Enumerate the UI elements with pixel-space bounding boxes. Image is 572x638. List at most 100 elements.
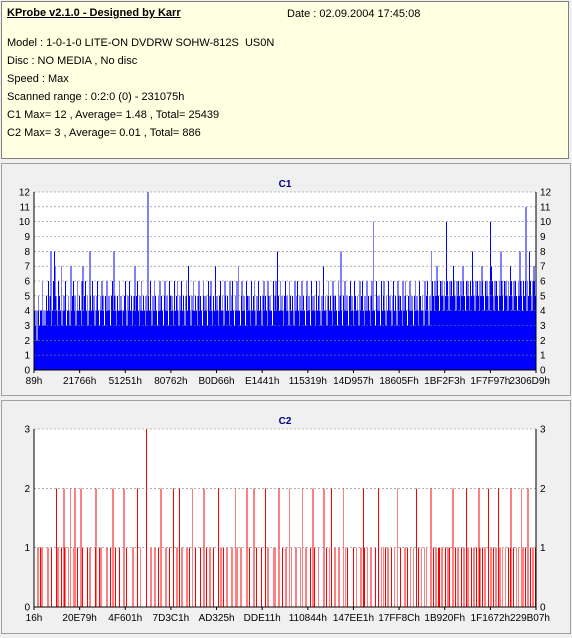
c1-bar bbox=[323, 266, 324, 370]
c1-bar bbox=[122, 325, 124, 370]
c2-bar bbox=[347, 547, 348, 607]
c1-bar bbox=[79, 310, 81, 370]
c2-bar bbox=[186, 547, 188, 607]
info-panel: KProbe v2.1.0 - Designed by Karr Date : … bbox=[1, 1, 569, 159]
c1-bar bbox=[388, 281, 389, 370]
c1-bar bbox=[292, 310, 294, 370]
c1-bar bbox=[420, 295, 421, 370]
c1-xtick-label: 115319h bbox=[289, 376, 327, 387]
c1-bar bbox=[250, 325, 252, 370]
c1-bar bbox=[124, 295, 125, 370]
c1-xtick-label: 18605Fh bbox=[379, 376, 418, 387]
c2-bar bbox=[325, 547, 327, 607]
c1-xtick-label: B0D66h bbox=[198, 376, 234, 387]
c2-bar bbox=[508, 547, 510, 607]
c1-bar bbox=[485, 295, 487, 370]
c1-bar bbox=[284, 295, 286, 370]
c1-bar bbox=[130, 295, 132, 370]
c1-bar bbox=[195, 310, 197, 370]
c1-bar bbox=[217, 310, 219, 370]
c2-ytick-left: 1 bbox=[24, 543, 30, 554]
c2-bar bbox=[352, 547, 354, 607]
c1-bar bbox=[61, 325, 63, 370]
c1-bar bbox=[341, 310, 343, 370]
c1-bar bbox=[262, 295, 264, 370]
c1-ytick-right: 1 bbox=[540, 351, 546, 362]
c1-bar bbox=[368, 310, 370, 370]
c2-bar bbox=[55, 488, 57, 607]
c1-bar bbox=[232, 281, 234, 370]
c2-bar bbox=[282, 547, 283, 607]
c1-bar bbox=[194, 295, 196, 370]
c1-bar bbox=[361, 295, 363, 370]
c1-chart-panel: C1 0 0 1 1 2 2 3 3 4 4 5 5 6 6 7 7 8 8 9 9 10 10 11 11 12 12 89h 217… bbox=[1, 163, 571, 396]
c1-xtick-label: E1441h bbox=[245, 376, 279, 387]
c1-bar bbox=[291, 295, 293, 370]
c2-ytick-right: 1 bbox=[540, 543, 546, 554]
c1-bar bbox=[400, 310, 402, 370]
c1-bar bbox=[212, 325, 214, 370]
c1-bar bbox=[239, 325, 241, 370]
c1-bar bbox=[277, 251, 279, 370]
c1-bar bbox=[283, 325, 285, 370]
c1-bar bbox=[405, 281, 407, 370]
c1-bar bbox=[128, 310, 130, 370]
c2-bar bbox=[212, 547, 214, 607]
c1-bar bbox=[168, 325, 170, 370]
c1-ytick-right: 12 bbox=[540, 188, 552, 199]
c1-bar bbox=[101, 281, 103, 370]
c1-bar bbox=[364, 295, 366, 370]
c1-bar bbox=[55, 295, 57, 370]
c1-bar bbox=[525, 206, 527, 370]
c1-bar bbox=[447, 295, 449, 370]
c2-bar bbox=[520, 488, 522, 607]
c1-bar bbox=[533, 266, 535, 370]
c2-xtick-label: 7D3C1h bbox=[153, 613, 190, 624]
c1-bar bbox=[462, 266, 464, 370]
c1-bar bbox=[209, 295, 211, 370]
c1-bar bbox=[496, 281, 498, 370]
c1-bar bbox=[519, 251, 521, 370]
c2-bar bbox=[72, 547, 74, 607]
c1-bar bbox=[205, 295, 207, 370]
c2-bar bbox=[312, 488, 314, 607]
c2-bar bbox=[80, 488, 82, 607]
c2-bar bbox=[206, 547, 208, 607]
c1-bar bbox=[36, 340, 38, 370]
c1-ytick-right: 0 bbox=[540, 366, 546, 377]
c1-bar bbox=[333, 295, 335, 370]
c2-bar bbox=[417, 547, 419, 607]
c2-bar bbox=[195, 547, 197, 607]
c1-bar bbox=[521, 295, 523, 370]
c1-bar bbox=[308, 295, 310, 370]
c1-bar bbox=[339, 295, 341, 370]
c1-bar bbox=[328, 281, 330, 370]
c1-bar bbox=[297, 281, 299, 370]
c1-xtick-label: 14D957h bbox=[333, 376, 374, 387]
c1-bar bbox=[145, 295, 147, 370]
c1-bar bbox=[112, 310, 114, 370]
c2-bar bbox=[460, 547, 462, 607]
c1-bar bbox=[207, 281, 209, 370]
c1-bar bbox=[104, 295, 106, 370]
c2-bar bbox=[433, 547, 434, 607]
c1-bar bbox=[59, 310, 61, 370]
c1-bar bbox=[481, 266, 483, 370]
c1-bar bbox=[70, 266, 72, 370]
c1-bar bbox=[131, 325, 133, 370]
c1-bar bbox=[121, 310, 123, 370]
c1-bar bbox=[381, 281, 382, 370]
c1-bar bbox=[495, 295, 497, 370]
c1-bar bbox=[467, 281, 469, 370]
c1-bar bbox=[243, 295, 245, 370]
c1-bar bbox=[109, 310, 111, 370]
c1-bar bbox=[439, 281, 441, 370]
c1-bar bbox=[64, 310, 66, 370]
c1-ytick-left: 9 bbox=[24, 232, 30, 243]
c1-ytick-left: 0 bbox=[24, 366, 30, 377]
c1-bar bbox=[289, 281, 291, 370]
info-model: Model : 1-0-1-0 LITE-ON DVDRW SOHW-812S … bbox=[7, 37, 275, 49]
c2-bar bbox=[482, 547, 483, 607]
c1-bar bbox=[454, 295, 456, 370]
c1-bar bbox=[137, 281, 138, 370]
